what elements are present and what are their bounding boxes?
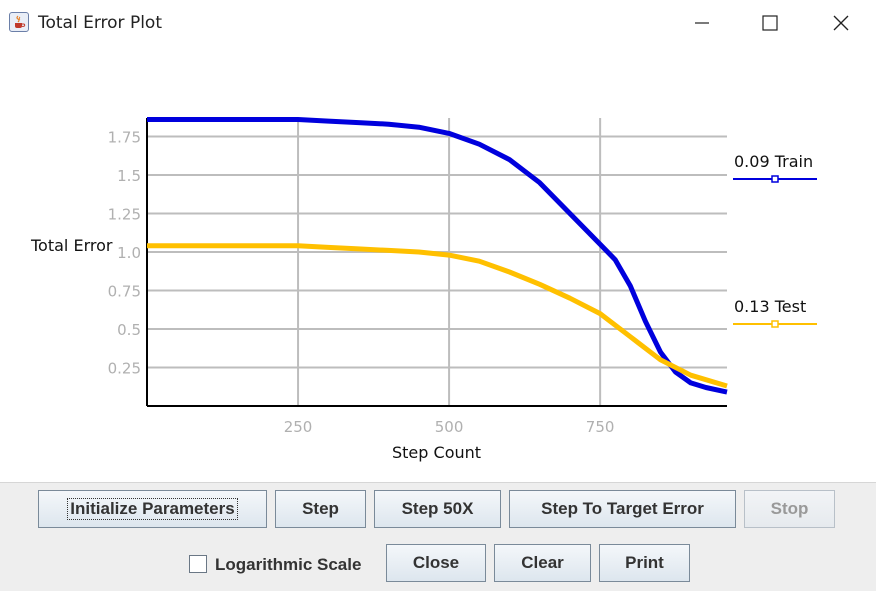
y-tick-label: 1.75 <box>108 128 141 146</box>
x-tick-label: 500 <box>435 418 464 436</box>
step-label: Step <box>302 499 339 518</box>
logarithmic-scale-checkbox[interactable] <box>189 555 207 573</box>
java-cup-icon <box>9 12 29 32</box>
step-button[interactable]: Step <box>275 490 366 528</box>
logarithmic-scale-label[interactable]: Logarithmic Scale <box>215 555 362 574</box>
print-label: Print <box>625 553 664 572</box>
y-tick-label: 0.5 <box>117 321 141 339</box>
clear-button[interactable]: Clear <box>494 544 591 582</box>
series-line-1 <box>147 243 728 389</box>
x-axis-label: Step Count <box>392 443 482 462</box>
minimize-button[interactable] <box>680 8 726 38</box>
print-button[interactable]: Print <box>599 544 690 582</box>
x-tick-label: 250 <box>284 418 313 436</box>
y-tick-label: 0.75 <box>108 282 141 300</box>
y-axis-label: Total Error <box>31 236 113 255</box>
close-dialog-button[interactable]: Close <box>386 544 486 582</box>
error-chart: 0.25 0.5 0.75 1.0 1.25 1.5 1.75 250 500 750 <box>108 117 817 436</box>
initialize-parameters-button[interactable]: Initialize Parameters <box>38 490 267 528</box>
x-tick-label: 750 <box>586 418 615 436</box>
stop-button[interactable]: Stop <box>744 490 835 528</box>
close-dialog-label: Close <box>412 553 460 572</box>
y-tick-label: 1.5 <box>117 167 141 185</box>
y-tick-label: 1.25 <box>108 205 141 223</box>
control-panel: Initialize Parameters Step Step 50X Step… <box>0 482 876 591</box>
legend-test-label: 0.13 Test <box>734 297 807 316</box>
close-button[interactable] <box>818 8 864 38</box>
maximize-icon <box>762 15 778 31</box>
close-icon <box>833 15 849 31</box>
y-tick-label: 1.0 <box>117 244 141 262</box>
legend-marker-1 <box>771 320 779 328</box>
window-title: Total Error Plot <box>38 13 162 33</box>
legend-marker-0 <box>771 175 779 183</box>
step-50x-label: Step 50X <box>401 499 474 518</box>
maximize-button[interactable] <box>748 8 794 38</box>
y-tick-label: 0.25 <box>108 359 141 377</box>
step-50x-button[interactable]: Step 50X <box>374 490 501 528</box>
step-to-target-error-button[interactable]: Step To Target Error <box>509 490 736 528</box>
stop-label: Stop <box>770 499 809 518</box>
clear-label: Clear <box>521 553 564 572</box>
step-to-target-error-label: Step To Target Error <box>541 499 704 518</box>
plot-area: 0.25 0.5 0.75 1.0 1.25 1.5 1.75 250 500 750 Total… <box>0 46 876 482</box>
minimize-icon <box>695 22 709 24</box>
initialize-parameters-label: Initialize Parameters <box>67 498 238 520</box>
legend-train-label: 0.09 Train <box>734 152 814 171</box>
title-bar: Total Error Plot <box>0 0 876 46</box>
